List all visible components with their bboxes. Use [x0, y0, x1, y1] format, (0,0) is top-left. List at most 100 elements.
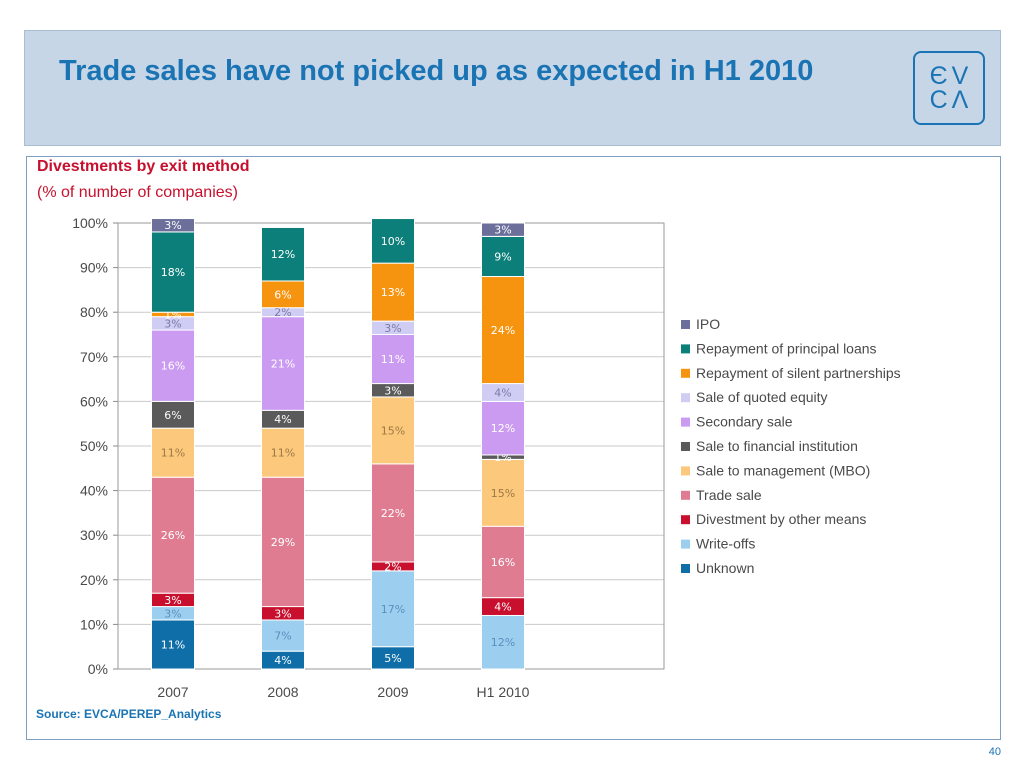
- data-label: 13%: [381, 286, 405, 299]
- legend-swatch-repayment-of-silent-partnerships[interactable]: [681, 368, 690, 378]
- y-tick-label: 90%: [80, 260, 108, 276]
- data-label: 6%: [164, 409, 181, 422]
- data-label: 12%: [491, 636, 515, 649]
- y-tick-label: 30%: [80, 527, 108, 543]
- data-label: 11%: [161, 447, 185, 460]
- legend-label-sale-to-financial-institution[interactable]: Sale to financial institution: [696, 438, 858, 454]
- bar-segment-repayment-of-silent-partnerships[interactable]: [371, 262, 415, 322]
- data-label: 3%: [164, 219, 181, 232]
- data-label: 11%: [381, 353, 405, 366]
- legend-swatch-ipo[interactable]: [681, 320, 690, 329]
- bar-segment-sale-to-financial-institution[interactable]: [151, 400, 195, 429]
- bar-segment-secondary-sale[interactable]: [481, 400, 525, 456]
- x-tick-label: H1 2010: [477, 684, 530, 700]
- data-label: 16%: [491, 556, 515, 569]
- bar-segment-trade-sale[interactable]: [481, 525, 525, 599]
- bar-segment-ipo[interactable]: [481, 222, 525, 237]
- y-tick-label: 70%: [80, 349, 108, 365]
- data-label: 21%: [271, 357, 295, 370]
- page-number: 40: [988, 746, 1001, 758]
- legend-label-sale-to-management-mbo[interactable]: Sale to management (MBO): [696, 462, 870, 478]
- data-label: 24%: [491, 324, 515, 337]
- data-label: 3%: [384, 322, 401, 335]
- x-tick-label: 2007: [157, 684, 188, 700]
- data-label: 5%: [384, 652, 401, 665]
- header-band: Trade sales have not picked up as expect…: [24, 30, 1001, 146]
- data-label: 4%: [494, 386, 511, 399]
- bar-segment-sale-to-management-mbo[interactable]: [481, 458, 525, 527]
- data-label: 3%: [164, 594, 181, 607]
- data-label: 9%: [494, 250, 511, 263]
- bar-segment-secondary-sale[interactable]: [371, 334, 415, 385]
- data-label: 12%: [271, 248, 295, 261]
- data-label: 26%: [161, 529, 185, 542]
- y-tick-label: 80%: [80, 304, 108, 320]
- bar-segment-repayment-of-silent-partnerships[interactable]: [261, 280, 305, 309]
- legend-swatch-secondary-sale[interactable]: [681, 417, 690, 427]
- legend-label-divestment-by-other-means[interactable]: Divestment by other means: [696, 511, 866, 527]
- data-label: 3%: [164, 607, 181, 620]
- bar-segment-repayment-of-principal-loans[interactable]: [261, 226, 305, 282]
- data-label: 16%: [161, 360, 185, 373]
- data-label: 2%: [384, 560, 401, 573]
- legend-label-trade-sale[interactable]: Trade sale: [696, 487, 762, 503]
- legend-swatch-trade-sale[interactable]: [681, 490, 690, 500]
- data-label: 3%: [274, 607, 291, 620]
- data-label: 29%: [271, 536, 295, 549]
- bar-segment-secondary-sale[interactable]: [151, 329, 195, 402]
- x-tick-label: 2008: [267, 684, 298, 700]
- bar-segment-trade-sale[interactable]: [151, 476, 195, 594]
- bar-segment-repayment-of-principal-loans[interactable]: [371, 218, 415, 264]
- evca-logo: ЄV CΛ: [913, 51, 985, 125]
- legend-swatch-unknown[interactable]: [681, 564, 690, 573]
- data-label: 2%: [274, 306, 291, 319]
- legend-swatch-write-offs[interactable]: [681, 539, 690, 549]
- legend-swatch-sale-of-quoted-equity[interactable]: [681, 393, 690, 403]
- data-label: 6%: [274, 288, 291, 301]
- y-tick-label: 40%: [80, 483, 108, 499]
- legend-swatch-repayment-of-principal-loans[interactable]: [681, 344, 690, 354]
- legend-label-ipo[interactable]: IPO: [696, 316, 720, 332]
- slide-title: Trade sales have not picked up as expect…: [59, 55, 814, 87]
- y-tick-label: 10%: [80, 616, 108, 632]
- data-label: 7%: [274, 630, 291, 643]
- data-label: 11%: [271, 447, 295, 460]
- legend-swatch-sale-to-financial-institution[interactable]: [681, 442, 690, 451]
- data-label: 3%: [494, 224, 511, 237]
- bar-segment-trade-sale[interactable]: [371, 463, 415, 563]
- bar-segment-repayment-of-principal-loans[interactable]: [481, 235, 525, 278]
- legend-label-repayment-of-principal-loans[interactable]: Repayment of principal loans: [696, 340, 877, 356]
- x-tick-label: 2009: [377, 684, 408, 700]
- y-tick-label: 60%: [80, 393, 108, 409]
- data-label: 18%: [161, 266, 185, 279]
- data-label: 4%: [274, 654, 291, 667]
- legend-label-secondary-sale[interactable]: Secondary sale: [696, 414, 793, 430]
- logo-top-line: ЄV: [929, 62, 973, 90]
- legend-label-write-offs[interactable]: Write-offs: [696, 536, 755, 552]
- bar-segment-sale-to-management-mbo[interactable]: [371, 396, 415, 465]
- bar-segment-secondary-sale[interactable]: [261, 316, 305, 411]
- bar-segment-sale-to-management-mbo[interactable]: [261, 427, 305, 478]
- legend-label-sale-of-quoted-equity[interactable]: Sale of quoted equity: [696, 389, 828, 405]
- data-label: 3%: [164, 317, 181, 330]
- y-tick-label: 50%: [80, 438, 108, 454]
- chart-subtitle: (% of number of companies): [37, 184, 238, 201]
- bar-segment-repayment-of-principal-loans[interactable]: [151, 231, 195, 313]
- data-label: 15%: [491, 487, 515, 500]
- y-tick-label: 20%: [80, 572, 108, 588]
- legend-label-unknown[interactable]: Unknown: [696, 560, 754, 576]
- chart-title: Divestments by exit method: [37, 158, 250, 175]
- bar-segment-ipo[interactable]: [151, 218, 195, 233]
- data-label: 10%: [381, 235, 405, 248]
- data-label: 17%: [381, 603, 405, 616]
- y-tick-label: 0%: [88, 661, 108, 677]
- data-label: 15%: [381, 424, 405, 437]
- legend-swatch-divestment-by-other-means[interactable]: [681, 515, 690, 525]
- legend-label-repayment-of-silent-partnerships[interactable]: Repayment of silent partnerships: [696, 365, 901, 381]
- logo-bottom-line: CΛ: [929, 86, 973, 114]
- data-label: 4%: [494, 601, 511, 614]
- legend-swatch-sale-to-management-mbo[interactable]: [681, 466, 690, 476]
- source-note: Source: EVCA/PEREP_Analytics: [36, 707, 222, 721]
- data-label: 4%: [274, 413, 291, 426]
